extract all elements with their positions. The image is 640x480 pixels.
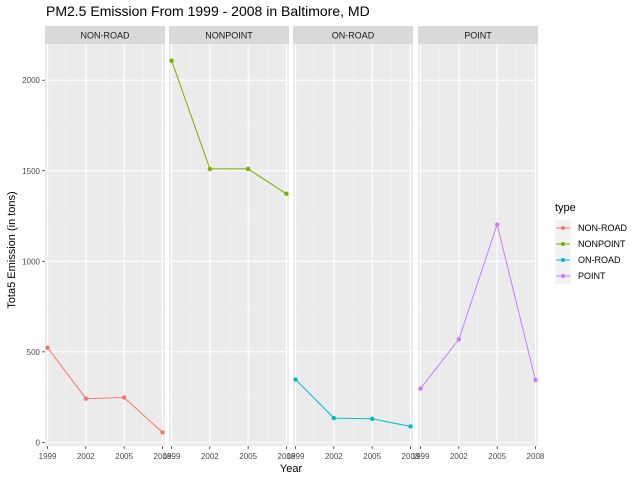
facet-strip-label: ON-ROAD xyxy=(332,31,375,41)
x-tick-label: 2008 xyxy=(402,452,420,461)
data-point xyxy=(160,430,165,435)
x-tick-label: 2002 xyxy=(325,452,343,461)
x-tick-label: 2002 xyxy=(450,452,468,461)
chart-title: PM2.5 Emission From 1999 - 2008 in Balti… xyxy=(46,3,370,19)
x-tick-label: 2008 xyxy=(154,452,172,461)
facet-strip xyxy=(169,26,289,44)
legend-item: NONPOINT xyxy=(555,236,626,252)
legend-item: POINT xyxy=(555,268,606,284)
facet-panel: ON-ROAD 1999 2002 2005 2008 xyxy=(287,26,420,461)
x-tick-label: 2002 xyxy=(77,452,95,461)
y-tick-label: 0 xyxy=(36,438,41,447)
facet-panel: NON-ROAD 1999 2002 2005 2008 xyxy=(39,26,172,461)
legend-label: ON-ROAD xyxy=(578,255,621,265)
y-tick-label: 500 xyxy=(27,348,41,357)
x-tick-label: 2005 xyxy=(363,452,381,461)
x-tick-label: 1999 xyxy=(39,452,57,461)
y-tick-label: 2000 xyxy=(22,76,40,85)
data-point xyxy=(83,396,89,401)
data-point xyxy=(284,191,289,196)
data-point xyxy=(331,415,337,421)
x-tick-label: 1999 xyxy=(412,452,430,461)
legend-label: NON-ROAD xyxy=(578,223,627,233)
facet-strip-label: NON-ROAD xyxy=(81,31,130,41)
facet-panels: NON-ROAD 1999 2002 2005 2008 NONPOINT 1999 2002… xyxy=(39,26,545,461)
legend-items: NON-ROAD NONPOINT ON-ROAD POINT xyxy=(555,220,627,284)
x-tick-label: 2008 xyxy=(527,452,545,461)
data-point xyxy=(533,377,538,383)
legend-item: NON-ROAD xyxy=(555,220,627,236)
y-axis: 0 500 1000 1500 2000 xyxy=(22,76,45,447)
data-point xyxy=(45,345,50,350)
data-point xyxy=(369,416,375,422)
legend-title: type xyxy=(555,202,576,214)
facet-strip-label: POINT xyxy=(464,31,492,41)
data-point xyxy=(207,166,213,172)
legend-label: NONPOINT xyxy=(578,239,626,249)
legend-key-point xyxy=(561,242,565,246)
y-tick-label: 1500 xyxy=(22,167,40,176)
x-tick-label: 2005 xyxy=(488,452,506,461)
series-line xyxy=(420,222,536,389)
facet-strip xyxy=(45,26,165,44)
y-axis-title: Tota5 Emission (in tons) xyxy=(6,191,18,308)
legend-label: POINT xyxy=(578,271,606,281)
legend-key-point xyxy=(561,258,565,262)
data-point xyxy=(494,222,500,227)
x-tick-label: 1999 xyxy=(163,452,181,461)
x-tick-label: 1999 xyxy=(287,452,305,461)
data-point xyxy=(418,386,423,391)
facet-panel: POINT 1999 2002 2005 2008 xyxy=(412,26,545,461)
data-point xyxy=(169,58,174,63)
data-point xyxy=(456,337,462,342)
x-tick-label: 2005 xyxy=(115,452,133,461)
facet-strip xyxy=(293,26,413,44)
data-point xyxy=(245,166,251,172)
data-point xyxy=(408,424,413,429)
x-tick-label: 2008 xyxy=(278,452,296,461)
x-axis-title: Year xyxy=(280,463,303,475)
facet-strip-label: NONPOINT xyxy=(205,31,253,41)
series-line xyxy=(47,347,163,433)
y-tick-label: 1000 xyxy=(22,257,40,266)
legend-key-point xyxy=(561,274,565,278)
facet-panel: NONPOINT 1999 2002 2005 2008 xyxy=(163,26,296,461)
legend-item: ON-ROAD xyxy=(555,252,621,268)
series-line xyxy=(171,60,287,195)
x-tick-label: 2002 xyxy=(201,452,219,461)
series-line xyxy=(295,379,411,427)
facet-strip xyxy=(418,26,538,44)
data-point xyxy=(121,395,127,400)
legend-key-point xyxy=(561,226,565,230)
data-point xyxy=(293,377,298,382)
legend: type NON-ROAD NONPOINT ON-ROAD POINT xyxy=(555,202,627,284)
x-tick-label: 2005 xyxy=(239,452,257,461)
